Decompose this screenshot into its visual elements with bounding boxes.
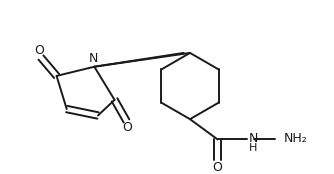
Text: N: N — [249, 132, 258, 145]
Text: H: H — [249, 143, 257, 153]
Text: O: O — [34, 44, 44, 57]
Text: NH₂: NH₂ — [284, 132, 308, 145]
Text: O: O — [213, 160, 222, 173]
Text: N: N — [89, 52, 98, 65]
Text: O: O — [123, 121, 132, 134]
